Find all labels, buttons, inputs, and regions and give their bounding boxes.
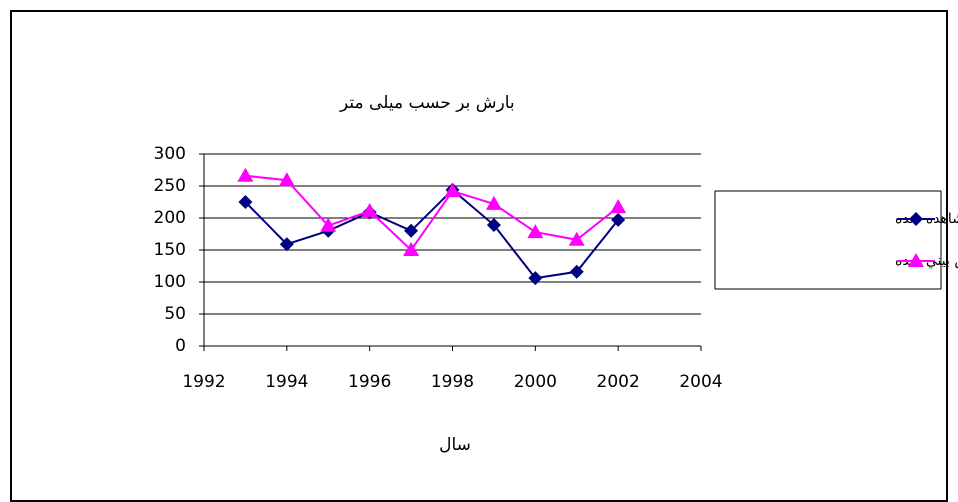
triangle-marker — [485, 195, 502, 210]
triangle-marker — [568, 231, 585, 246]
x-tick-label: 2002 — [597, 372, 640, 392]
triangle-marker — [278, 172, 295, 187]
diamond-marker — [909, 212, 923, 226]
x-tick-label: 2000 — [514, 372, 557, 392]
legend-box — [714, 190, 942, 290]
diamond-marker — [528, 271, 543, 286]
triangle-marker — [361, 202, 378, 217]
y-tick-label: 0 — [175, 336, 186, 356]
x-axis-title: سال — [439, 435, 471, 455]
y-tick-label: 150 — [154, 240, 186, 260]
x-tick-label: 1994 — [265, 372, 308, 392]
triangle-marker — [527, 224, 544, 239]
y-tick-label: 50 — [164, 304, 186, 324]
triangle-marker — [444, 183, 461, 198]
diamond-marker — [238, 195, 253, 209]
triangle-marker — [237, 167, 254, 182]
triangle-marker — [610, 199, 627, 214]
triangle-marker — [403, 242, 420, 256]
y-axis-title: بارش بر حسب میلی متر — [339, 93, 515, 113]
y-tick-label: 100 — [154, 272, 186, 292]
x-tick-label: 1996 — [348, 372, 391, 392]
x-tick-label: 2004 — [679, 372, 722, 392]
y-tick-label: 200 — [154, 208, 186, 228]
diamond-marker — [404, 223, 419, 238]
x-tick-label: 1998 — [431, 372, 474, 392]
series-line — [245, 174, 619, 252]
diamond-marker — [486, 218, 501, 233]
triangle-marker — [320, 217, 337, 232]
triangle-marker — [908, 253, 924, 267]
series-line — [244, 188, 619, 280]
diamond-marker — [611, 212, 626, 227]
y-tick-label: 300 — [154, 144, 186, 164]
diamond-marker — [569, 264, 584, 279]
x-tick-label: 1992 — [182, 372, 225, 392]
y-tick-label: 250 — [154, 176, 186, 196]
diamond-marker — [279, 237, 294, 252]
